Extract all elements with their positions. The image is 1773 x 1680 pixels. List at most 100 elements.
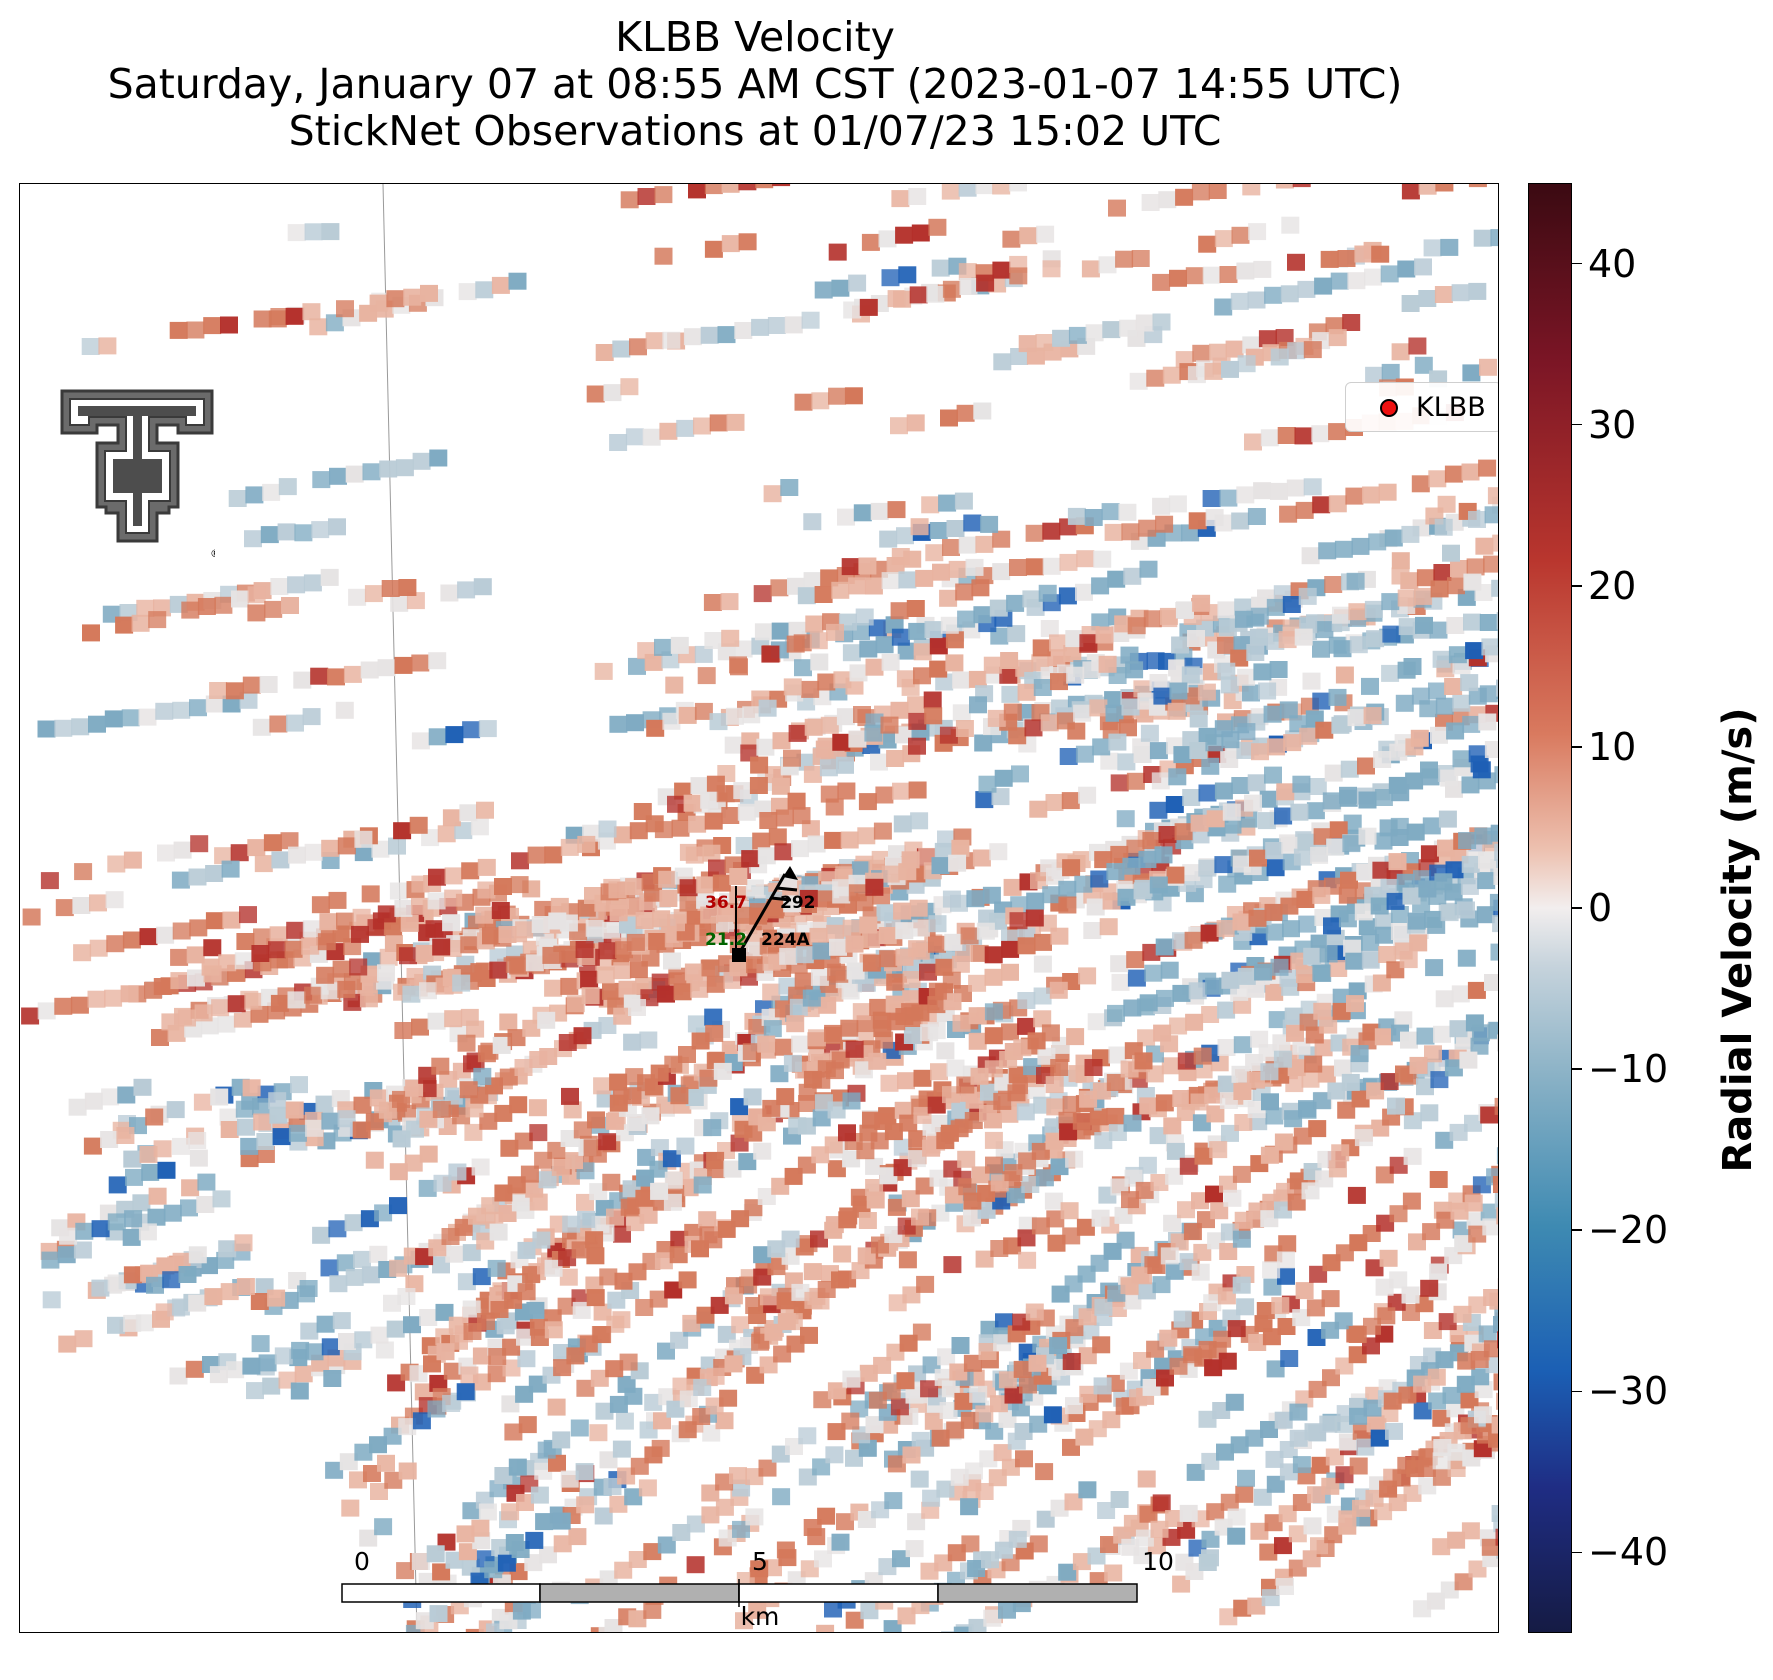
velocity-gate xyxy=(188,1132,207,1149)
velocity-gate xyxy=(57,1246,76,1264)
velocity-gate xyxy=(393,822,412,840)
velocity-gate xyxy=(617,1467,636,1485)
velocity-gate xyxy=(1050,1158,1069,1176)
velocity-gate xyxy=(1034,933,1052,951)
velocity-gate xyxy=(1289,1429,1308,1447)
velocity-gate xyxy=(1073,704,1092,722)
velocity-gate xyxy=(628,657,646,675)
velocity-gate xyxy=(1364,268,1382,286)
velocity-gate xyxy=(486,1623,504,1632)
velocity-gate xyxy=(489,961,508,979)
velocity-gate xyxy=(534,1462,553,1480)
velocity-gate xyxy=(1171,636,1190,654)
velocity-gate xyxy=(992,261,1011,279)
velocity-gate xyxy=(1214,782,1233,800)
velocity-gate xyxy=(1082,661,1101,679)
velocity-gate xyxy=(899,1114,918,1132)
velocity-gate xyxy=(897,1072,915,1090)
velocity-gate xyxy=(304,223,323,241)
velocity-gate xyxy=(1262,1261,1281,1279)
velocity-gate xyxy=(1308,778,1327,795)
velocity-gate xyxy=(650,1064,669,1082)
velocity-gate xyxy=(290,1076,308,1094)
velocity-gate xyxy=(967,1560,986,1577)
velocity-gate xyxy=(862,954,881,972)
velocity-gate xyxy=(1185,1013,1204,1031)
velocity-gate xyxy=(902,1286,921,1304)
velocity-gate xyxy=(646,719,665,737)
velocity-gate xyxy=(1204,362,1223,380)
velocity-gate xyxy=(1486,1168,1498,1186)
velocity-gate xyxy=(999,1051,1018,1068)
station-plot-224a[interactable] xyxy=(700,856,840,966)
velocity-gate xyxy=(1321,1321,1340,1339)
velocity-gate xyxy=(1200,924,1219,942)
velocity-gate xyxy=(1432,650,1451,668)
velocity-gate xyxy=(848,274,867,292)
velocity-gate xyxy=(1163,1117,1182,1135)
velocity-gate xyxy=(542,946,561,964)
velocity-gate xyxy=(1274,1133,1293,1151)
velocity-gate xyxy=(349,1471,367,1489)
velocity-gate xyxy=(628,1610,647,1628)
velocity-gate xyxy=(1411,687,1430,705)
velocity-gate xyxy=(633,803,652,820)
velocity-gate xyxy=(1366,630,1385,648)
velocity-gate xyxy=(836,1513,854,1531)
velocity-gate xyxy=(623,1087,642,1105)
velocity-gate xyxy=(975,1405,994,1423)
velocity-gate xyxy=(1033,987,1052,1005)
velocity-gate xyxy=(1000,1105,1019,1123)
velocity-gate xyxy=(1293,1127,1312,1145)
velocity-gate xyxy=(609,715,628,733)
velocity-gate xyxy=(1296,966,1314,984)
velocity-gate xyxy=(1201,757,1220,775)
velocity-gate xyxy=(750,756,769,774)
velocity-gate xyxy=(704,1008,723,1026)
velocity-gate xyxy=(1280,1350,1299,1367)
velocity-gate xyxy=(1031,1142,1050,1160)
velocity-gate xyxy=(1217,1287,1236,1305)
velocity-gate xyxy=(1365,366,1384,384)
velocity-gate xyxy=(532,1231,551,1249)
velocity-gate xyxy=(454,822,473,840)
velocity-gate xyxy=(1489,893,1498,911)
velocity-gate xyxy=(1191,1263,1210,1281)
velocity-gate xyxy=(231,590,249,608)
velocity-gate xyxy=(654,821,673,839)
velocity-gate xyxy=(745,1508,764,1526)
velocity-gate xyxy=(1000,652,1019,669)
velocity-gate xyxy=(1312,496,1331,514)
velocity-gate xyxy=(360,661,379,679)
velocity-gate xyxy=(1416,1078,1434,1096)
radar-map[interactable]: ® KLBB 36.7 292 21.2 224A 0 5 10 km xyxy=(19,183,1499,1633)
velocity-gate xyxy=(1306,1299,1325,1317)
colorbar-tick xyxy=(1572,585,1582,587)
velocity-gate xyxy=(928,915,947,933)
velocity-gate xyxy=(1217,662,1236,680)
velocity-gate xyxy=(1086,898,1105,916)
velocity-gate xyxy=(845,1449,863,1467)
velocity-gate xyxy=(1450,560,1468,577)
velocity-gate xyxy=(529,1124,548,1142)
velocity-gate xyxy=(1460,877,1479,895)
velocity-gate xyxy=(836,756,854,774)
velocity-gate xyxy=(1262,1328,1281,1346)
velocity-gate xyxy=(603,1478,622,1495)
velocity-gate xyxy=(415,1612,434,1630)
velocity-gate xyxy=(701,1506,720,1524)
velocity-gate xyxy=(548,1454,566,1472)
velocity-gate xyxy=(609,434,628,451)
velocity-gate xyxy=(1460,674,1479,692)
velocity-gate xyxy=(1304,1423,1323,1441)
velocity-gate xyxy=(879,950,898,968)
velocity-gate xyxy=(1346,572,1365,590)
velocity-gate xyxy=(824,1600,842,1618)
velocity-gate xyxy=(1260,1146,1279,1164)
velocity-gate xyxy=(509,1096,528,1114)
velocity-gate xyxy=(772,1488,791,1506)
velocity-gate xyxy=(1119,319,1138,337)
colorbar-title: Radial Velocity (m/s) xyxy=(1715,707,1761,1173)
velocity-gate xyxy=(811,392,830,410)
velocity-gate xyxy=(526,1301,545,1319)
